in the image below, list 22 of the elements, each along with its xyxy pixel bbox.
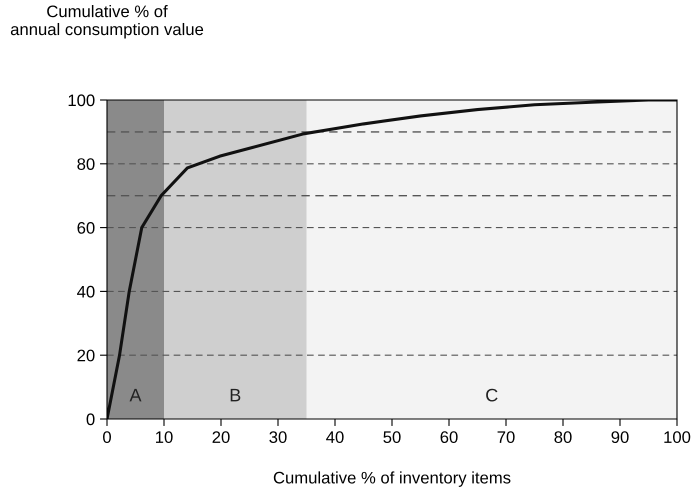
x-tick-label: 60 [440,431,458,444]
x-tick-label: 90 [612,431,629,444]
x-axis-title: Cumulative % of inventory items [274,471,510,487]
band-label: A [130,388,142,402]
y-axis-title: Cumulative % of annual consumption value [10,5,204,39]
x-tick-label: 30 [269,431,287,444]
x-tick-label: 40 [326,431,344,444]
y-tick-label: 60 [78,222,95,234]
y-tick-label: 0 [86,413,95,426]
x-tick-label: 0 [103,431,111,444]
x-tick-label: 70 [498,431,515,444]
x-tick-label: 100 [664,431,690,444]
y-tick-label: 80 [77,158,95,170]
y-tick-label: 40 [77,286,95,298]
x-tick-label: 20 [212,431,230,444]
y-tick-label: 100 [68,94,95,106]
x-tick-label: 80 [554,431,572,444]
band-label: B [230,388,240,402]
x-tick-label: 10 [156,431,173,444]
y-tick-label: 20 [77,350,95,362]
band-label: C [486,388,498,402]
x-tick-label: 50 [383,431,401,444]
